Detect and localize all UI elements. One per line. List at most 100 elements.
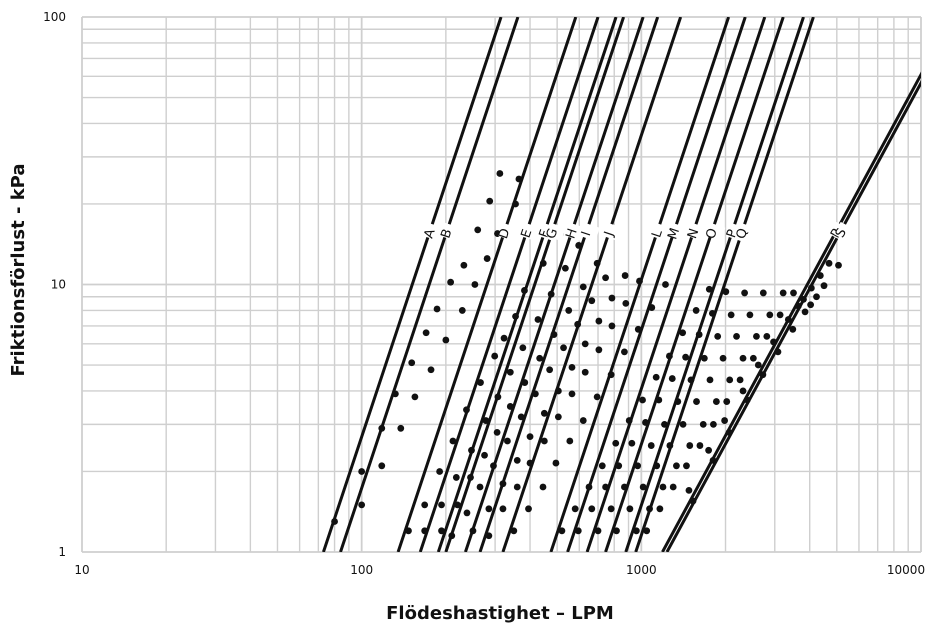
data-point-L — [585, 483, 593, 491]
data-point-E — [482, 417, 490, 424]
data-point-E — [534, 316, 542, 323]
data-point-E — [561, 264, 569, 272]
data-point-J — [648, 304, 656, 311]
data-point-I — [608, 322, 616, 330]
data-point-H — [485, 505, 493, 513]
data-point-B — [358, 501, 366, 509]
data-point-O — [706, 376, 714, 384]
series-label-halo — [735, 222, 756, 242]
data-point-N — [647, 442, 655, 449]
data-point-I — [499, 505, 507, 513]
series-label-halo — [705, 222, 726, 242]
data-point-M — [668, 375, 676, 382]
data-point-G — [560, 344, 567, 352]
data-point-R — [816, 272, 824, 279]
y-tick-label: 10 — [51, 278, 66, 292]
series-label-halo — [440, 222, 461, 242]
series-label-halo — [834, 221, 855, 242]
data-point-E — [421, 527, 429, 535]
data-point-I — [513, 483, 521, 491]
series-label-Q: Q — [734, 227, 751, 241]
x-tick-label: 10000 — [887, 563, 925, 577]
data-point-F — [481, 451, 488, 459]
data-point-Q — [723, 398, 731, 405]
data-point-G — [602, 274, 609, 282]
data-point-J — [621, 348, 628, 356]
data-point-F — [521, 379, 529, 386]
series-label-halo — [565, 222, 586, 242]
data-point-I — [568, 390, 576, 398]
data-point-O — [746, 311, 754, 319]
y-axis-title: Friktionsförlust - kPa — [8, 163, 29, 376]
data-point-L — [679, 329, 687, 337]
data-point-D — [449, 437, 457, 445]
series-label-halo — [546, 222, 566, 242]
data-point-J — [510, 527, 518, 535]
data-point-D — [421, 501, 429, 509]
data-point-I — [526, 459, 534, 467]
series-line-M — [566, 17, 747, 552]
data-point-Q — [763, 332, 771, 340]
series-label-halo — [498, 222, 518, 242]
data-point-B — [471, 281, 479, 288]
data-point-S — [813, 293, 820, 301]
data-point-O — [719, 354, 727, 362]
data-point-B — [442, 336, 450, 344]
data-point-D — [491, 352, 499, 360]
data-point-A — [331, 518, 338, 525]
data-point-O — [613, 527, 620, 535]
data-point-Q — [656, 505, 664, 513]
data-point-L — [705, 285, 713, 293]
data-point-O — [733, 332, 740, 340]
data-point-Q — [643, 527, 651, 535]
data-point-G — [448, 532, 456, 540]
data-point-L — [652, 373, 660, 381]
data-point-S — [689, 497, 697, 505]
series-label-G: G — [544, 227, 561, 241]
data-point-E — [547, 290, 555, 298]
data-point-M — [642, 419, 649, 426]
series-label-B: B — [438, 227, 455, 240]
data-point-F — [454, 501, 461, 509]
data-point-M — [708, 309, 716, 317]
x-axis-title: Flödeshastighet – LPM — [386, 603, 614, 624]
data-point-J — [525, 505, 532, 513]
data-point-S — [801, 308, 809, 316]
series-line-O — [604, 17, 785, 552]
data-point-J — [607, 371, 615, 379]
series-line-A — [322, 17, 503, 552]
data-point-D — [512, 312, 519, 320]
series-line-E — [418, 17, 600, 552]
data-point-P — [739, 354, 747, 362]
data-point-I — [622, 299, 630, 307]
series-line-D — [396, 17, 578, 552]
data-point-E — [494, 393, 502, 401]
data-point-F — [536, 354, 544, 362]
data-point-B — [427, 366, 435, 374]
data-point-A — [433, 305, 441, 313]
series-line-B — [339, 17, 520, 552]
series-label-halo — [667, 222, 688, 242]
data-point-R — [770, 338, 777, 346]
series-label-H: H — [563, 227, 580, 241]
data-point-G — [531, 390, 539, 398]
data-point-L — [612, 439, 620, 447]
data-point-O — [759, 289, 767, 297]
data-point-H — [581, 340, 589, 348]
data-point-E — [452, 474, 460, 481]
data-point-H — [554, 387, 562, 395]
data-point-G — [476, 483, 484, 491]
data-point-F — [579, 283, 587, 291]
data-point-L — [558, 527, 566, 535]
data-point-L — [692, 307, 700, 314]
data-point-R — [721, 417, 729, 424]
data-point-A — [378, 424, 386, 432]
data-point-P — [646, 505, 653, 513]
data-point-O — [639, 483, 647, 491]
data-point-A — [460, 261, 468, 269]
data-point-Q — [749, 354, 757, 362]
y-tick-label: 1 — [58, 545, 66, 559]
series-label-M: M — [665, 226, 683, 241]
data-point-O — [653, 462, 661, 470]
